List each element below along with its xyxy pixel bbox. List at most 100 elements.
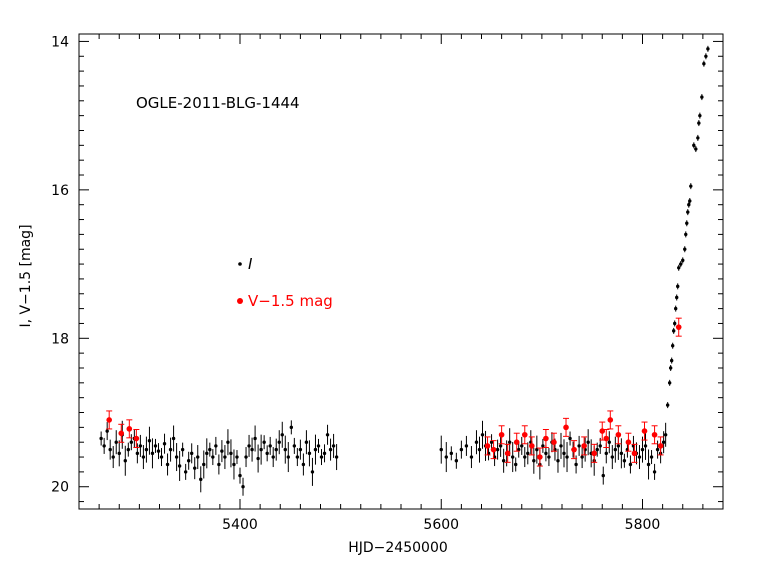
data-point — [223, 455, 227, 459]
data-point — [268, 444, 272, 448]
data-point — [517, 447, 521, 452]
data-point — [123, 459, 127, 463]
data-point — [684, 232, 688, 237]
data-point — [256, 456, 260, 461]
data-point — [616, 444, 621, 448]
data-point — [568, 436, 572, 441]
data-point — [675, 324, 682, 330]
data-point — [241, 485, 245, 489]
data-point — [543, 435, 549, 442]
data-point — [286, 455, 290, 459]
data-point — [117, 451, 121, 456]
data-point — [180, 447, 185, 452]
data-point — [490, 446, 497, 453]
data-point — [141, 455, 146, 459]
data-point — [603, 435, 610, 442]
series-v-band — [106, 317, 682, 467]
data-point — [501, 459, 506, 463]
data-series-layer — [99, 45, 710, 496]
data-point — [671, 329, 676, 333]
data-point — [521, 431, 528, 438]
data-point — [504, 450, 511, 457]
data-point — [688, 199, 692, 203]
data-point — [328, 447, 333, 452]
data-point — [165, 462, 170, 467]
data-point — [489, 440, 494, 444]
legend-marker-v — [237, 298, 243, 304]
data-point — [601, 473, 605, 478]
data-point — [640, 447, 645, 452]
data-point — [697, 121, 701, 125]
data-point — [205, 451, 209, 456]
data-point — [523, 455, 527, 459]
data-point — [667, 381, 672, 385]
data-point — [469, 455, 474, 459]
data-point — [477, 447, 482, 452]
data-point — [683, 247, 687, 251]
data-point — [280, 433, 284, 437]
data-point — [183, 470, 188, 474]
data-point — [193, 466, 197, 470]
data-point — [643, 444, 648, 448]
data-point — [537, 454, 543, 460]
data-point — [498, 444, 503, 448]
data-point — [292, 444, 297, 448]
data-point — [507, 440, 512, 444]
data-point — [580, 455, 584, 459]
data-point — [247, 444, 251, 448]
data-point — [459, 447, 464, 452]
data-point — [577, 444, 581, 448]
data-point — [665, 403, 670, 407]
data-point — [495, 447, 500, 452]
data-point — [208, 447, 212, 452]
data-point — [289, 425, 294, 430]
tick-labels: 5400 5600 5800 14 16 18 20 — [51, 34, 660, 533]
data-point — [562, 451, 566, 456]
data-point — [277, 440, 281, 444]
data-point — [595, 447, 599, 452]
data-point — [153, 444, 158, 448]
data-point — [700, 95, 704, 99]
data-point — [171, 436, 176, 441]
data-point — [702, 61, 706, 66]
data-point — [244, 455, 248, 459]
data-point — [106, 417, 112, 423]
data-point — [190, 451, 194, 456]
data-point — [631, 450, 638, 457]
data-point — [698, 113, 702, 118]
data-point — [295, 455, 300, 459]
data-point — [591, 450, 597, 457]
data-point — [229, 451, 233, 456]
data-point — [673, 321, 677, 326]
legend-marker-i — [238, 262, 242, 266]
data-point — [610, 455, 615, 459]
data-point — [556, 459, 560, 463]
data-point — [199, 477, 203, 482]
data-point — [316, 444, 321, 448]
data-point — [325, 433, 330, 437]
y-tick-label: 18 — [51, 331, 69, 347]
data-point — [118, 430, 125, 437]
data-point — [174, 455, 179, 459]
data-point — [625, 439, 632, 446]
data-point — [202, 462, 206, 467]
data-point — [449, 451, 454, 456]
data-point — [677, 266, 681, 270]
x-tick-label: 5600 — [423, 517, 459, 533]
data-point — [168, 447, 173, 452]
data-point — [514, 462, 518, 467]
y-axis-label: I, V−1.5 [mag] — [18, 224, 34, 327]
data-point — [510, 455, 515, 459]
data-point — [307, 451, 312, 456]
data-point — [144, 447, 149, 452]
data-point — [464, 444, 469, 448]
data-point — [676, 284, 680, 289]
data-point — [685, 221, 689, 225]
data-point — [669, 358, 674, 363]
chart-title: OGLE-2011-BLG-1444 — [136, 94, 300, 112]
data-point — [706, 47, 710, 51]
data-point — [581, 443, 587, 449]
data-point — [649, 455, 654, 459]
data-point — [674, 306, 678, 311]
data-point — [681, 258, 685, 263]
